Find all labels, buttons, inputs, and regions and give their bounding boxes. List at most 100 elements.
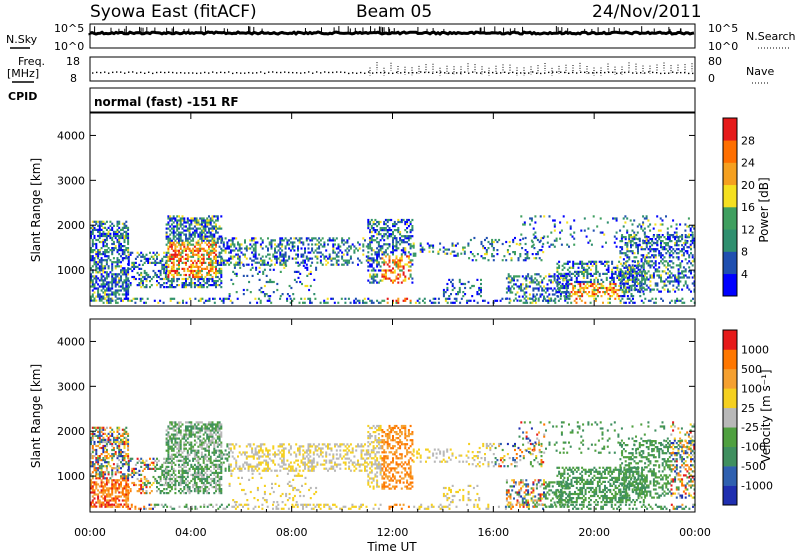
heatmap-cell xyxy=(402,271,405,274)
heatmap-cell xyxy=(218,261,221,264)
heatmap-cell xyxy=(392,225,394,228)
heatmap-cell xyxy=(220,255,223,258)
heatmap-cell xyxy=(390,279,393,282)
heatmap-cell xyxy=(406,235,409,238)
heatmap-cell xyxy=(672,248,675,251)
heatmap-cell xyxy=(376,225,379,228)
heatmap-cell xyxy=(505,291,508,294)
heatmap-cell xyxy=(372,223,375,226)
heatmap-cell xyxy=(165,471,168,474)
heatmap-cell xyxy=(304,284,307,288)
heatmap-cell xyxy=(381,257,384,260)
heatmap-cell xyxy=(107,487,110,490)
heatmap-cell xyxy=(340,297,343,300)
heatmap-cell xyxy=(114,295,117,298)
heatmap-cell xyxy=(621,276,624,279)
heatmap-cell xyxy=(140,273,143,277)
heatmap-cell xyxy=(668,245,671,248)
heatmap-cell xyxy=(579,288,582,292)
heatmap-cell xyxy=(102,438,105,441)
heatmap-cell xyxy=(640,282,643,285)
heatmap-cell xyxy=(581,272,584,275)
heatmap-cell xyxy=(109,228,112,231)
heatmap-cell xyxy=(118,491,121,494)
heatmap-cell xyxy=(102,253,105,256)
heatmap-cell xyxy=(102,448,105,452)
heatmap-cell xyxy=(104,457,107,460)
heatmap-cell xyxy=(392,253,394,256)
heatmap-cell xyxy=(536,238,539,242)
heatmap-cell xyxy=(534,281,537,284)
heatmap-cell xyxy=(91,499,94,502)
heatmap-cell xyxy=(309,239,312,242)
heatmap-cell xyxy=(383,233,386,236)
heatmap-cell xyxy=(341,263,344,266)
heatmap-cell xyxy=(663,260,666,263)
heatmap-cell xyxy=(638,243,641,246)
heatmap-cell xyxy=(381,227,384,230)
heatmap-cell xyxy=(104,497,107,500)
heatmap-cell xyxy=(206,243,209,246)
heatmap-cell xyxy=(279,259,282,262)
heatmap-cell xyxy=(105,505,108,508)
freq-dot xyxy=(192,72,194,74)
heatmap-cell xyxy=(220,271,223,275)
heatmap-cell xyxy=(154,469,157,472)
heatmap-cell xyxy=(102,220,105,223)
heatmap-cell xyxy=(178,215,180,218)
heatmap-cell xyxy=(275,259,278,262)
heatmap-cell xyxy=(392,261,394,264)
heatmap-cell xyxy=(190,227,193,230)
heatmap-cell xyxy=(591,284,594,288)
heatmap-cell xyxy=(97,430,100,433)
heatmap-cell xyxy=(120,471,122,474)
heatmap-cell xyxy=(202,255,205,258)
freq-dot xyxy=(512,71,514,74)
heatmap-cell xyxy=(621,295,624,298)
heatmap-cell xyxy=(90,234,92,238)
heatmap-cell xyxy=(114,230,117,233)
heatmap-cell xyxy=(335,247,338,250)
heatmap-cell xyxy=(114,281,117,284)
heatmap-cell xyxy=(114,483,117,486)
heatmap-cell xyxy=(395,239,398,242)
heatmap-cell xyxy=(381,245,384,248)
heatmap-cell xyxy=(121,269,124,272)
heatmap-cell xyxy=(399,239,402,242)
heatmap-cell xyxy=(114,261,117,264)
heatmap-cell xyxy=(409,269,412,272)
heatmap-cell xyxy=(140,255,143,258)
heatmap-cell xyxy=(127,446,130,450)
heatmap-cell xyxy=(538,249,541,252)
heatmap-cell xyxy=(618,278,621,281)
heatmap-cell xyxy=(658,290,661,293)
heatmap-cell xyxy=(478,293,481,296)
heatmap-cell xyxy=(118,289,121,292)
freq-dot xyxy=(692,72,694,75)
heatmap-cell xyxy=(586,282,589,286)
heatmap-cell xyxy=(411,225,414,228)
heatmap-cell xyxy=(395,299,398,302)
heatmap-cell xyxy=(105,295,108,298)
heatmap-cell xyxy=(511,279,514,282)
heatmap-cell xyxy=(596,291,599,294)
heatmap-cell xyxy=(238,247,241,250)
heatmap-cell xyxy=(100,471,103,474)
heatmap-cell xyxy=(467,242,470,245)
heatmap-cell xyxy=(536,253,539,256)
heatmap-cell xyxy=(235,274,238,277)
freq-dot xyxy=(168,71,170,73)
freq-dot xyxy=(672,71,674,73)
heatmap-cell xyxy=(574,280,576,284)
heatmap-cell xyxy=(561,284,564,288)
heatmap-cell xyxy=(314,255,317,258)
heatmap-cell xyxy=(121,499,124,502)
heatmap-cell xyxy=(147,463,150,466)
heatmap-cell xyxy=(90,461,92,464)
heatmap-cell xyxy=(121,434,124,437)
heatmap-cell xyxy=(167,249,170,252)
heatmap-cell xyxy=(384,273,387,276)
heatmap-cell xyxy=(209,251,212,254)
heatmap-cell xyxy=(384,227,387,230)
heatmap-cell xyxy=(642,278,645,281)
